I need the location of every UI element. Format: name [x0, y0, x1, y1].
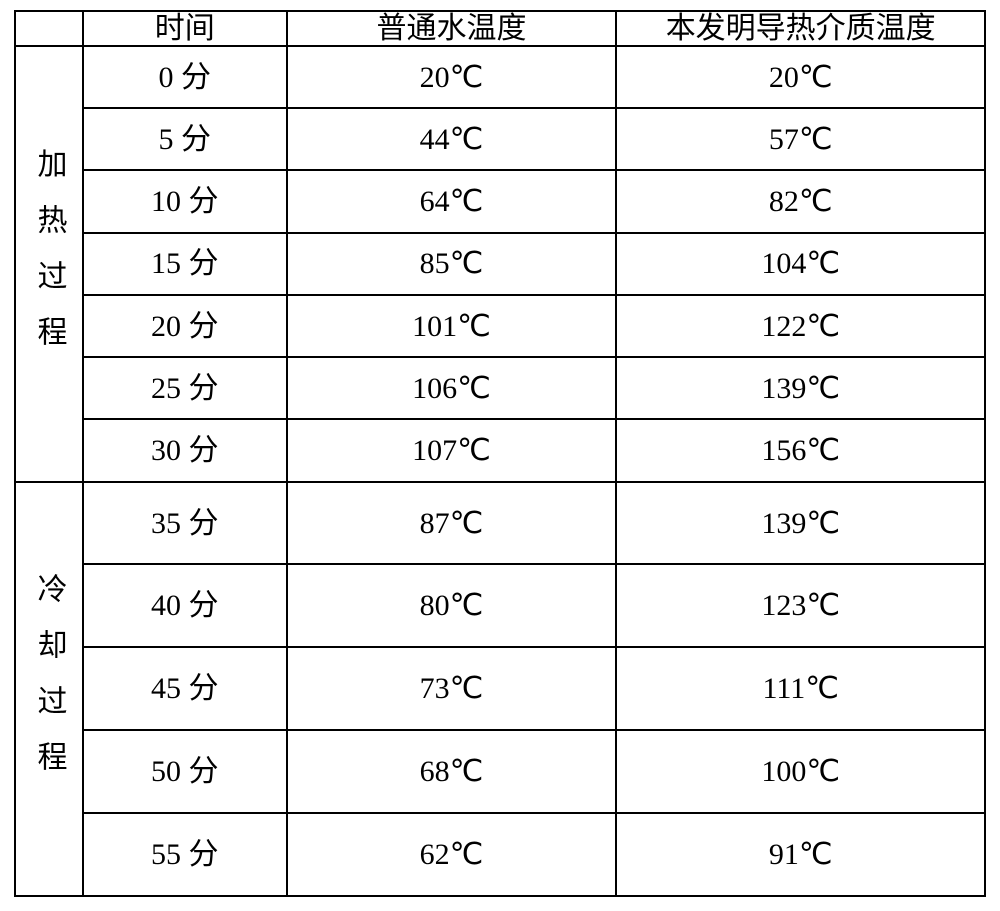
cell-time: 35 分	[83, 482, 287, 565]
cell-time: 5 分	[83, 108, 287, 170]
table-header-row: 时间 普通水温度 本发明导热介质温度	[15, 11, 985, 46]
cell-time: 0 分	[83, 46, 287, 108]
cell-water: 106℃	[287, 357, 617, 419]
table-row: 50 分 68℃ 100℃	[15, 730, 985, 813]
cell-medium: 57℃	[616, 108, 985, 170]
table-row: 加热过程 0 分 20℃ 20℃	[15, 46, 985, 108]
cell-water: 107℃	[287, 419, 617, 481]
cell-time: 20 分	[83, 295, 287, 357]
cell-medium: 139℃	[616, 482, 985, 565]
cell-water: 80℃	[287, 564, 617, 647]
cell-water: 87℃	[287, 482, 617, 565]
cell-time: 10 分	[83, 170, 287, 232]
cell-water: 73℃	[287, 647, 617, 730]
col-header-blank	[15, 11, 83, 46]
cell-medium: 104℃	[616, 233, 985, 295]
cell-time: 55 分	[83, 813, 287, 896]
cell-water: 44℃	[287, 108, 617, 170]
col-header-water: 普通水温度	[287, 11, 617, 46]
cell-time: 40 分	[83, 564, 287, 647]
table-row: 15 分 85℃ 104℃	[15, 233, 985, 295]
cell-time: 50 分	[83, 730, 287, 813]
cell-medium: 139℃	[616, 357, 985, 419]
group-label-heating: 加热过程	[15, 46, 83, 482]
cell-water: 64℃	[287, 170, 617, 232]
table-row: 45 分 73℃ 111℃	[15, 647, 985, 730]
cell-water: 20℃	[287, 46, 617, 108]
table-row: 30 分 107℃ 156℃	[15, 419, 985, 481]
col-header-time: 时间	[83, 11, 287, 46]
cell-medium: 20℃	[616, 46, 985, 108]
cell-water: 101℃	[287, 295, 617, 357]
cell-medium: 123℃	[616, 564, 985, 647]
table-row: 25 分 106℃ 139℃	[15, 357, 985, 419]
group-label-cooling: 冷却过程	[15, 482, 83, 896]
temperature-table-container: 时间 普通水温度 本发明导热介质温度 加热过程 0 分 20℃ 20℃ 5 分 …	[0, 0, 1000, 911]
cell-medium: 111℃	[616, 647, 985, 730]
cell-water: 68℃	[287, 730, 617, 813]
cell-time: 25 分	[83, 357, 287, 419]
col-header-medium: 本发明导热介质温度	[616, 11, 985, 46]
table-row: 40 分 80℃ 123℃	[15, 564, 985, 647]
cell-medium: 122℃	[616, 295, 985, 357]
table-row: 5 分 44℃ 57℃	[15, 108, 985, 170]
cell-time: 15 分	[83, 233, 287, 295]
cell-medium: 91℃	[616, 813, 985, 896]
table-row: 55 分 62℃ 91℃	[15, 813, 985, 896]
cell-medium: 156℃	[616, 419, 985, 481]
cell-medium: 100℃	[616, 730, 985, 813]
cell-medium: 82℃	[616, 170, 985, 232]
table-row: 20 分 101℃ 122℃	[15, 295, 985, 357]
cell-water: 85℃	[287, 233, 617, 295]
table-row: 10 分 64℃ 82℃	[15, 170, 985, 232]
cell-water: 62℃	[287, 813, 617, 896]
cell-time: 30 分	[83, 419, 287, 481]
cell-time: 45 分	[83, 647, 287, 730]
table-row: 冷却过程 35 分 87℃ 139℃	[15, 482, 985, 565]
temperature-table: 时间 普通水温度 本发明导热介质温度 加热过程 0 分 20℃ 20℃ 5 分 …	[14, 10, 986, 897]
